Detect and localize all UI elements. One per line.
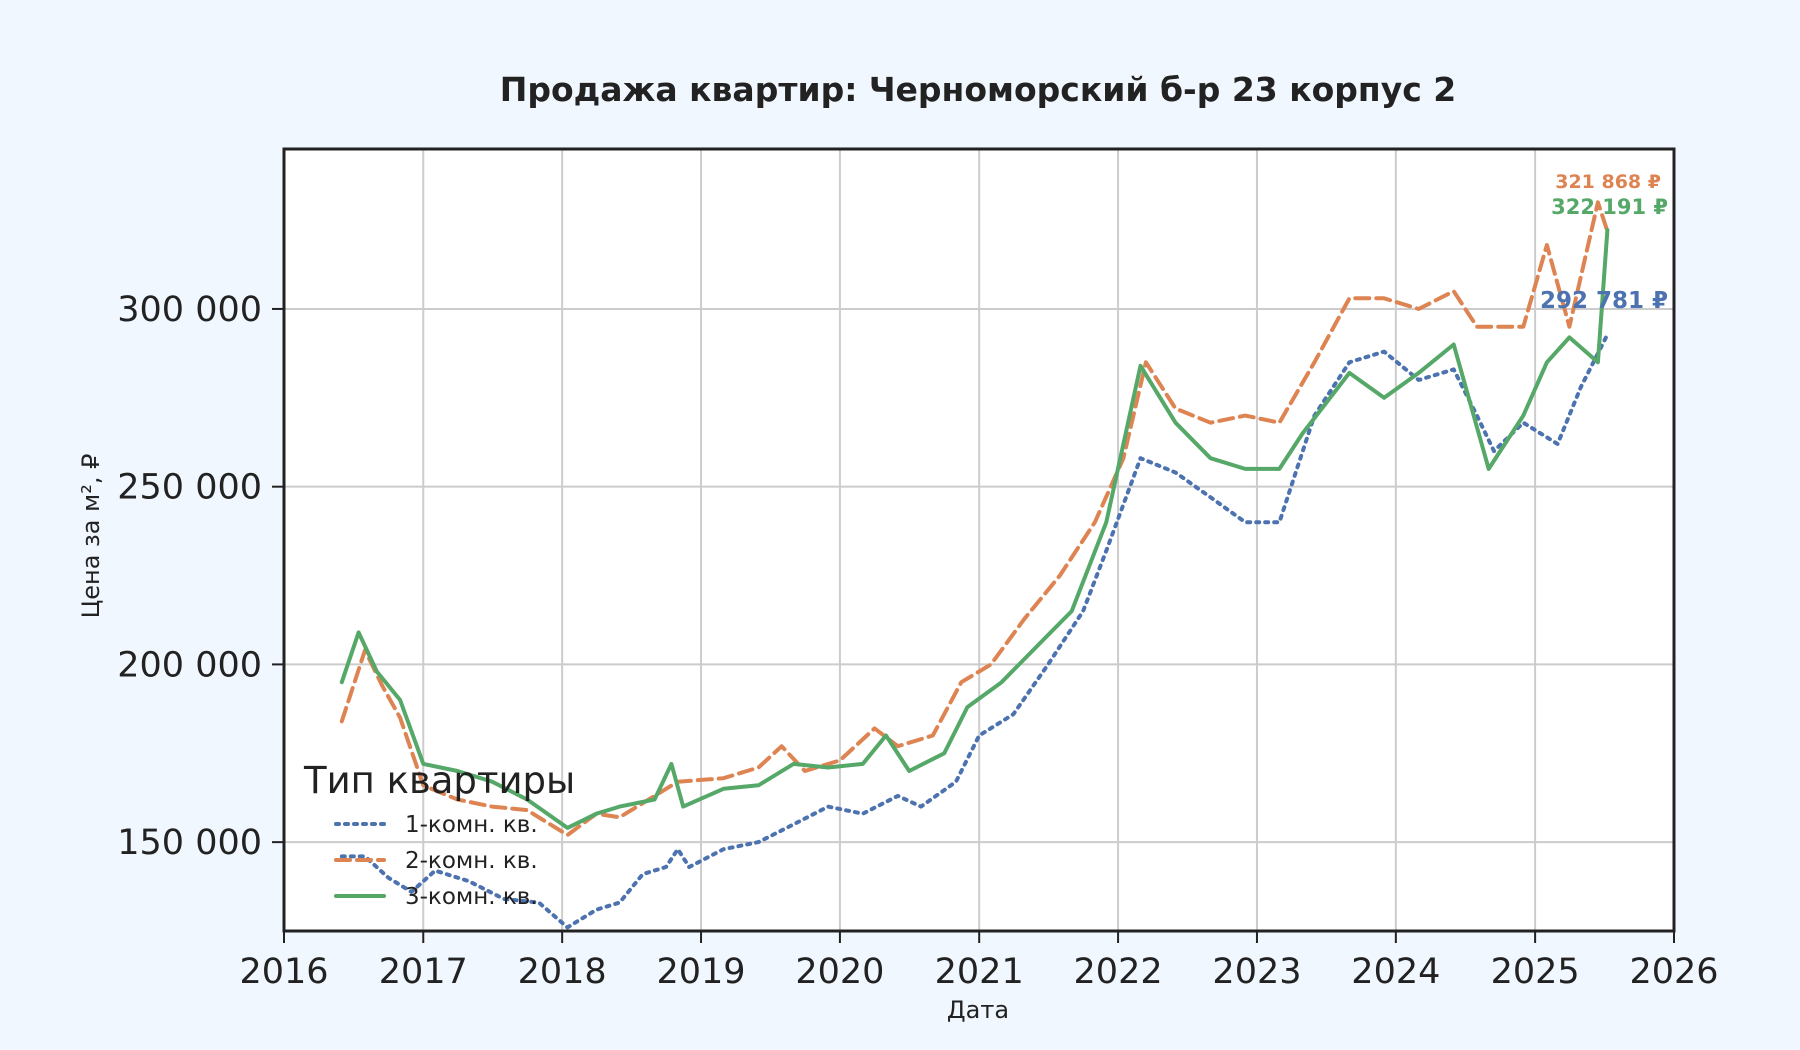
series-line-3	[339, 228, 1610, 830]
legend-title: Тип квартиры	[303, 759, 575, 802]
series-end-label-3: 322 191 ₽	[1551, 195, 1668, 219]
x-tick-label: 2021	[935, 952, 1024, 992]
x-tick-label: 2017	[379, 952, 468, 992]
y-axis-label: Цена за м², ₽	[77, 454, 105, 619]
x-tick-label: 2018	[518, 952, 607, 992]
x-tick-label: 2020	[795, 952, 884, 992]
y-tick-label: 250 000	[117, 468, 262, 508]
legend-items: 1-комн. кв. 2-комн. кв. 3-комн. кв.	[334, 812, 538, 910]
chart-title: Продажа квартир: Черноморский б-р 23 кор…	[500, 70, 1457, 109]
x-tick-label: 2019	[656, 952, 745, 992]
axes-frame	[282, 147, 1676, 933]
x-tick-label: 2022	[1074, 952, 1163, 992]
series-end-label-1: 292 781 ₽	[1540, 288, 1668, 314]
y-tick-label: 300 000	[117, 290, 262, 330]
series-line-2	[339, 200, 1610, 837]
legend: Тип квартиры 1-комн. кв. 2-комн. кв. 3-ком…	[303, 759, 575, 910]
series-end-label-2: 321 868 ₽	[1555, 171, 1661, 193]
x-tick-label: 2023	[1212, 952, 1301, 992]
x-tick-label: 2026	[1629, 952, 1718, 992]
plot-area: 2016 2017 2018 2019 2020 2021 2022 2023 2024 2025…	[117, 147, 1719, 992]
legend-label-1: 1-комн. кв.	[405, 812, 538, 838]
legend-label-2: 2-комн. кв.	[405, 848, 538, 874]
x-tick-label: 2024	[1351, 952, 1440, 992]
y-tick-label: 150 000	[117, 823, 262, 863]
y-tick-label: 200 000	[117, 645, 262, 685]
x-tick-label: 2016	[239, 952, 328, 992]
legend-label-3: 3-комн. кв.	[405, 884, 538, 910]
x-axis-label: Дата	[947, 996, 1009, 1024]
x-tick-label: 2025	[1491, 952, 1580, 992]
